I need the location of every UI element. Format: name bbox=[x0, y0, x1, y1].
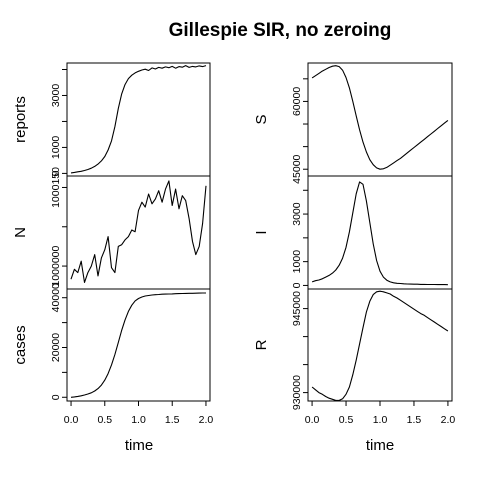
right-x-tick-label-1: 0.5 bbox=[339, 414, 354, 426]
panel-reports-y-tick-label-0: 0 bbox=[50, 170, 62, 176]
panel-R-y-axis-label: R bbox=[253, 339, 270, 350]
panel-S-y-tick-label-0: 45000 bbox=[291, 154, 303, 183]
panel-reports-series-line bbox=[70, 65, 207, 174]
panel-cases-series-line bbox=[70, 292, 206, 398]
panel-group: 0 1000 3000 reports 1000000 1000150 N 0 20000 400… bbox=[12, 62, 456, 426]
panel-S-frame bbox=[307, 62, 453, 177]
panel-I-y-tick-label-0: 0 bbox=[291, 282, 303, 288]
x-axis-label-left: time bbox=[125, 437, 153, 454]
panel-I-y-tick-label-1: 1000 bbox=[291, 250, 303, 274]
left-x-tick-label-0: 0.0 bbox=[64, 414, 79, 426]
right-x-tick-label-4: 2.0 bbox=[441, 414, 456, 426]
chart-title: Gillespie SIR, no zeroing bbox=[169, 20, 392, 41]
left-x-tick-label-2: 1.0 bbox=[131, 414, 146, 426]
panel-cases-y-axis-label: cases bbox=[12, 325, 29, 364]
panel-cases-y-tick-label-0: 0 bbox=[50, 394, 62, 400]
panel-N-y-axis-label: N bbox=[12, 227, 29, 238]
panel-S-series-line bbox=[311, 65, 449, 170]
panel-cases-y-tick-label-2: 40000 bbox=[50, 283, 62, 312]
left-x-tick-label-4: 2.0 bbox=[199, 414, 214, 426]
panel-R-series-line bbox=[311, 290, 449, 401]
left-x-tick-label-1: 0.5 bbox=[97, 414, 112, 426]
panel-I-y-tick-label-2: 3000 bbox=[291, 202, 303, 226]
panel-S-y-axis-label: S bbox=[253, 114, 270, 124]
panel-reports-y-axis-label: reports bbox=[12, 96, 29, 143]
panel-I-y-axis-label: I bbox=[253, 230, 270, 234]
right-x-tick-label-3: 1.5 bbox=[407, 414, 422, 426]
panel-R-frame bbox=[307, 288, 453, 402]
panel-reports-frame bbox=[66, 62, 211, 177]
x-axis-label-right: time bbox=[366, 437, 394, 454]
panel-N-y-tick-label-1: 1000150 bbox=[50, 167, 62, 208]
panel-S-y-tick-label-1: 60000 bbox=[291, 87, 303, 116]
panel-R-y-tick-label-1: 945000 bbox=[291, 291, 303, 326]
panel-N-y-tick-label-0: 1000000 bbox=[50, 245, 62, 286]
right-x-tick-label-0: 0.0 bbox=[305, 414, 320, 426]
panel-cases-frame bbox=[66, 288, 211, 402]
panel-I-series-line bbox=[311, 181, 448, 286]
panel-cases-y-tick-label-1: 20000 bbox=[50, 333, 62, 362]
panel-R-y-tick-label-0: 930000 bbox=[291, 375, 303, 410]
panel-N-series-line bbox=[70, 180, 207, 283]
panel-reports-y-tick-label-1: 1000 bbox=[50, 136, 62, 160]
left-x-tick-label-3: 1.5 bbox=[165, 414, 180, 426]
panel-reports-y-tick-label-2: 3000 bbox=[50, 84, 62, 108]
right-x-tick-label-2: 1.0 bbox=[373, 414, 388, 426]
